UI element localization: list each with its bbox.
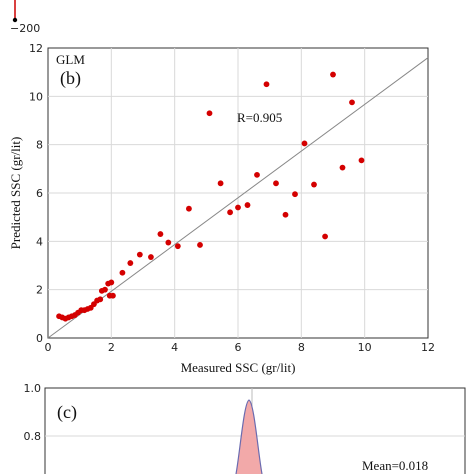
data-point: [254, 171, 260, 178]
data-point: [119, 269, 126, 276]
data-point: [174, 243, 181, 250]
y-tick-label: 6: [36, 187, 43, 200]
scatter-grid: [48, 48, 428, 338]
x-tick-label: 10: [358, 341, 372, 354]
y-tick-label: 10: [29, 90, 43, 103]
x-tick-label: 4: [171, 341, 178, 354]
data-point: [273, 180, 279, 187]
data-point: [227, 209, 233, 216]
dist-ytick-0.8: 0.8: [24, 430, 42, 443]
x-tick-label: 2: [108, 341, 115, 354]
data-point: [197, 242, 203, 248]
data-point: [282, 211, 289, 218]
y-tick-label: 12: [29, 42, 43, 55]
data-point: [102, 286, 108, 293]
x-tick-label: 8: [298, 341, 305, 354]
distribution-panel: 1.0 0.8 (c) Mean=0.018: [24, 382, 466, 474]
data-point: [322, 233, 328, 240]
top-series-point: [12, 17, 18, 23]
top-tick-label: −200: [10, 22, 40, 35]
y-tick-label: 4: [36, 235, 43, 248]
data-point: [235, 204, 241, 211]
scatter-points: [56, 71, 365, 322]
data-point: [349, 99, 355, 106]
data-point: [244, 202, 251, 208]
panel-label-b: (b): [60, 68, 81, 89]
data-point: [263, 81, 270, 88]
distribution-curve: [235, 399, 263, 474]
scatter-y-ticks: 0 2 4 6 8 10 12: [29, 42, 43, 345]
data-point: [301, 140, 308, 147]
data-point: [110, 292, 116, 299]
x-tick-label: 6: [235, 341, 242, 354]
y-tick-label: 8: [36, 139, 43, 152]
data-point: [165, 239, 172, 246]
distribution-fill: [236, 400, 262, 474]
data-point: [108, 279, 115, 286]
dist-ytick-1.0: 1.0: [24, 382, 42, 395]
data-point: [148, 254, 154, 260]
data-point: [358, 157, 365, 164]
x-tick-label: 12: [421, 341, 435, 354]
data-point: [206, 110, 213, 117]
data-point: [339, 164, 346, 171]
y-tick-label: 0: [36, 332, 43, 345]
data-point: [311, 181, 317, 188]
mean-annotation: Mean=0.018: [362, 458, 428, 473]
data-point: [292, 191, 298, 198]
x-axis-label: Measured SSC (gr/lit): [181, 360, 296, 375]
y-axis-label: Predicted SSC (gr/lit): [8, 137, 23, 250]
y-tick-label: 2: [36, 284, 43, 297]
data-point: [330, 71, 336, 78]
scatter-x-ticks: 0 2 4 6 8 10 12: [45, 341, 436, 354]
x-tick-label: 0: [45, 341, 52, 354]
data-point: [157, 231, 164, 237]
fit-line: [47, 57, 429, 339]
distribution-frame: [44, 387, 466, 474]
top-panel-remnant: −200: [10, 0, 40, 35]
model-label: GLM: [56, 52, 85, 67]
data-point: [186, 205, 192, 212]
scatter-panel: 0 2 4 6 8 10 12 0 2 4 6 8 10 12 GLM (b) R=0.905 Meas…: [8, 42, 435, 375]
panel-label-c: (c): [57, 402, 77, 423]
data-point: [127, 260, 134, 266]
data-point: [97, 296, 104, 303]
r-annotation: R=0.905: [237, 110, 282, 125]
data-point: [217, 180, 224, 187]
data-point: [136, 251, 143, 258]
